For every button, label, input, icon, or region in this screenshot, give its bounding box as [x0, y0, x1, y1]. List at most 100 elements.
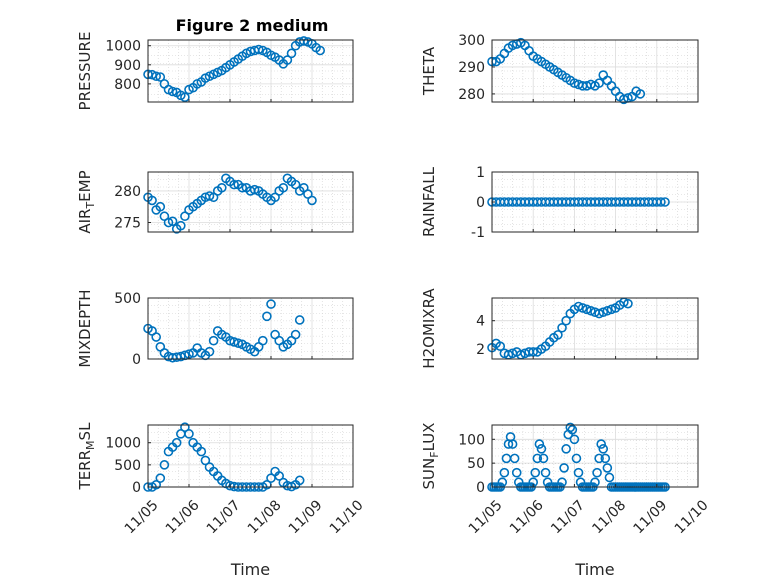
- subplot-mixdepth: 0 500 MIXDEPTH: [76, 289, 354, 368]
- data-point: [530, 467, 541, 478]
- data-point: [602, 463, 613, 473]
- y-axis-label: TERRMSL: [76, 422, 97, 491]
- data-point: [286, 48, 297, 59]
- data-point: [155, 201, 166, 212]
- data-point: [561, 315, 571, 326]
- data-point: [278, 182, 289, 193]
- y-tick-label: 500: [114, 291, 141, 307]
- y-tick-label: 290: [458, 60, 485, 76]
- axes-box: [147, 39, 354, 103]
- data-point: [176, 220, 186, 231]
- x-tick-label: 11/05: [466, 497, 506, 537]
- data-point: [233, 338, 243, 348]
- data-point: [298, 36, 309, 46]
- data-point: [180, 92, 190, 103]
- axes-box: [491, 39, 699, 103]
- y-tick-label: 500: [114, 458, 141, 474]
- data-point: [594, 308, 604, 319]
- data-point: [229, 337, 239, 347]
- data-point: [559, 463, 569, 473]
- data-point: [225, 335, 235, 346]
- data-point: [274, 471, 285, 481]
- data-point: [598, 444, 609, 454]
- data-point: [262, 311, 272, 322]
- data-point: [307, 195, 317, 206]
- data-point: [507, 40, 518, 51]
- data-point: [249, 184, 260, 195]
- data-point: [176, 351, 186, 362]
- x-tick-label: 11/09: [631, 497, 671, 537]
- data-point: [163, 217, 174, 228]
- data-point: [604, 472, 615, 483]
- y-tick-label: 0: [132, 352, 141, 368]
- data-point: [180, 422, 190, 433]
- data-point: [151, 332, 161, 342]
- y-tick-label: 2: [476, 342, 485, 358]
- y-tick-label: 300: [458, 33, 485, 49]
- data-point: [561, 444, 571, 454]
- data-point: [315, 45, 326, 56]
- y-tick-label: 280: [114, 184, 141, 200]
- data-point: [497, 477, 508, 488]
- subplot-h2omixra: 2 4 H2OMIXRA: [420, 288, 699, 369]
- subplot-terr-msl: 0 500 1000 TERRMSL 11/05 11/06 11/07 11/08 11/09…: [76, 422, 367, 579]
- data-point: [540, 467, 551, 478]
- data-point: [528, 347, 539, 357]
- axes-box: [147, 297, 354, 360]
- data-point: [167, 86, 178, 97]
- y-tick-label: 4: [476, 314, 485, 330]
- data-point: [507, 439, 518, 449]
- x-tick-label: 11/07: [204, 497, 244, 537]
- data-point: [660, 197, 670, 207]
- data-point: [534, 439, 545, 449]
- y-tick-label: 100: [458, 432, 485, 448]
- data-point: [536, 444, 547, 454]
- data-point: [217, 182, 227, 193]
- data-point: [538, 453, 549, 464]
- y-axis-label: PRESSURE: [76, 32, 94, 111]
- axes-box: [147, 171, 354, 233]
- y-axis-label: H2OMIXRA: [420, 288, 438, 369]
- data-point: [594, 453, 604, 464]
- subplot-sun-flux: 0 50 100 SUNFLUX 11/05 11/06 11/07 11/08 11/09 11…: [420, 423, 712, 579]
- data-point: [590, 477, 600, 488]
- y-tick-label: 275: [114, 216, 141, 232]
- y-axis-label: THETA: [420, 46, 438, 96]
- x-tick-label: 11/07: [548, 497, 588, 537]
- data-point: [159, 460, 170, 470]
- data-point: [592, 467, 602, 478]
- x-tick-label: 11/08: [589, 497, 629, 537]
- data-point: [532, 453, 543, 464]
- y-tick-label: 0: [476, 195, 485, 211]
- data-point: [619, 94, 629, 105]
- data-point: [511, 467, 522, 478]
- data-point: [155, 72, 166, 82]
- data-point: [573, 301, 584, 312]
- data-point: [581, 304, 592, 315]
- axes-box: [491, 297, 699, 360]
- x-tick-label: 11/10: [672, 497, 712, 537]
- data-point: [290, 329, 301, 340]
- data-point: [200, 455, 211, 466]
- x-tick-label: 11/10: [327, 497, 367, 537]
- data-point: [553, 330, 563, 340]
- data-point: [155, 473, 166, 483]
- y-tick-label: 50: [467, 456, 485, 472]
- data-point: [208, 335, 219, 346]
- x-tick-label: 11/09: [286, 497, 326, 537]
- data-point: [253, 44, 264, 55]
- data-point: [257, 335, 268, 346]
- data-point: [571, 453, 582, 464]
- y-tick-label: 900: [114, 58, 141, 74]
- y-tick-label: 0: [132, 480, 141, 496]
- x-tick-label: 11/06: [163, 497, 203, 537]
- y-tick-label: 280: [458, 87, 485, 103]
- data-point: [184, 429, 194, 439]
- x-tick-label: 11/06: [507, 497, 547, 537]
- data-point: [606, 304, 617, 315]
- data-point: [171, 437, 182, 448]
- subplot-rainfall: -1 0 1 RAINFALL: [420, 165, 699, 241]
- y-tick-label: 1000: [105, 39, 141, 55]
- data-point: [204, 346, 215, 357]
